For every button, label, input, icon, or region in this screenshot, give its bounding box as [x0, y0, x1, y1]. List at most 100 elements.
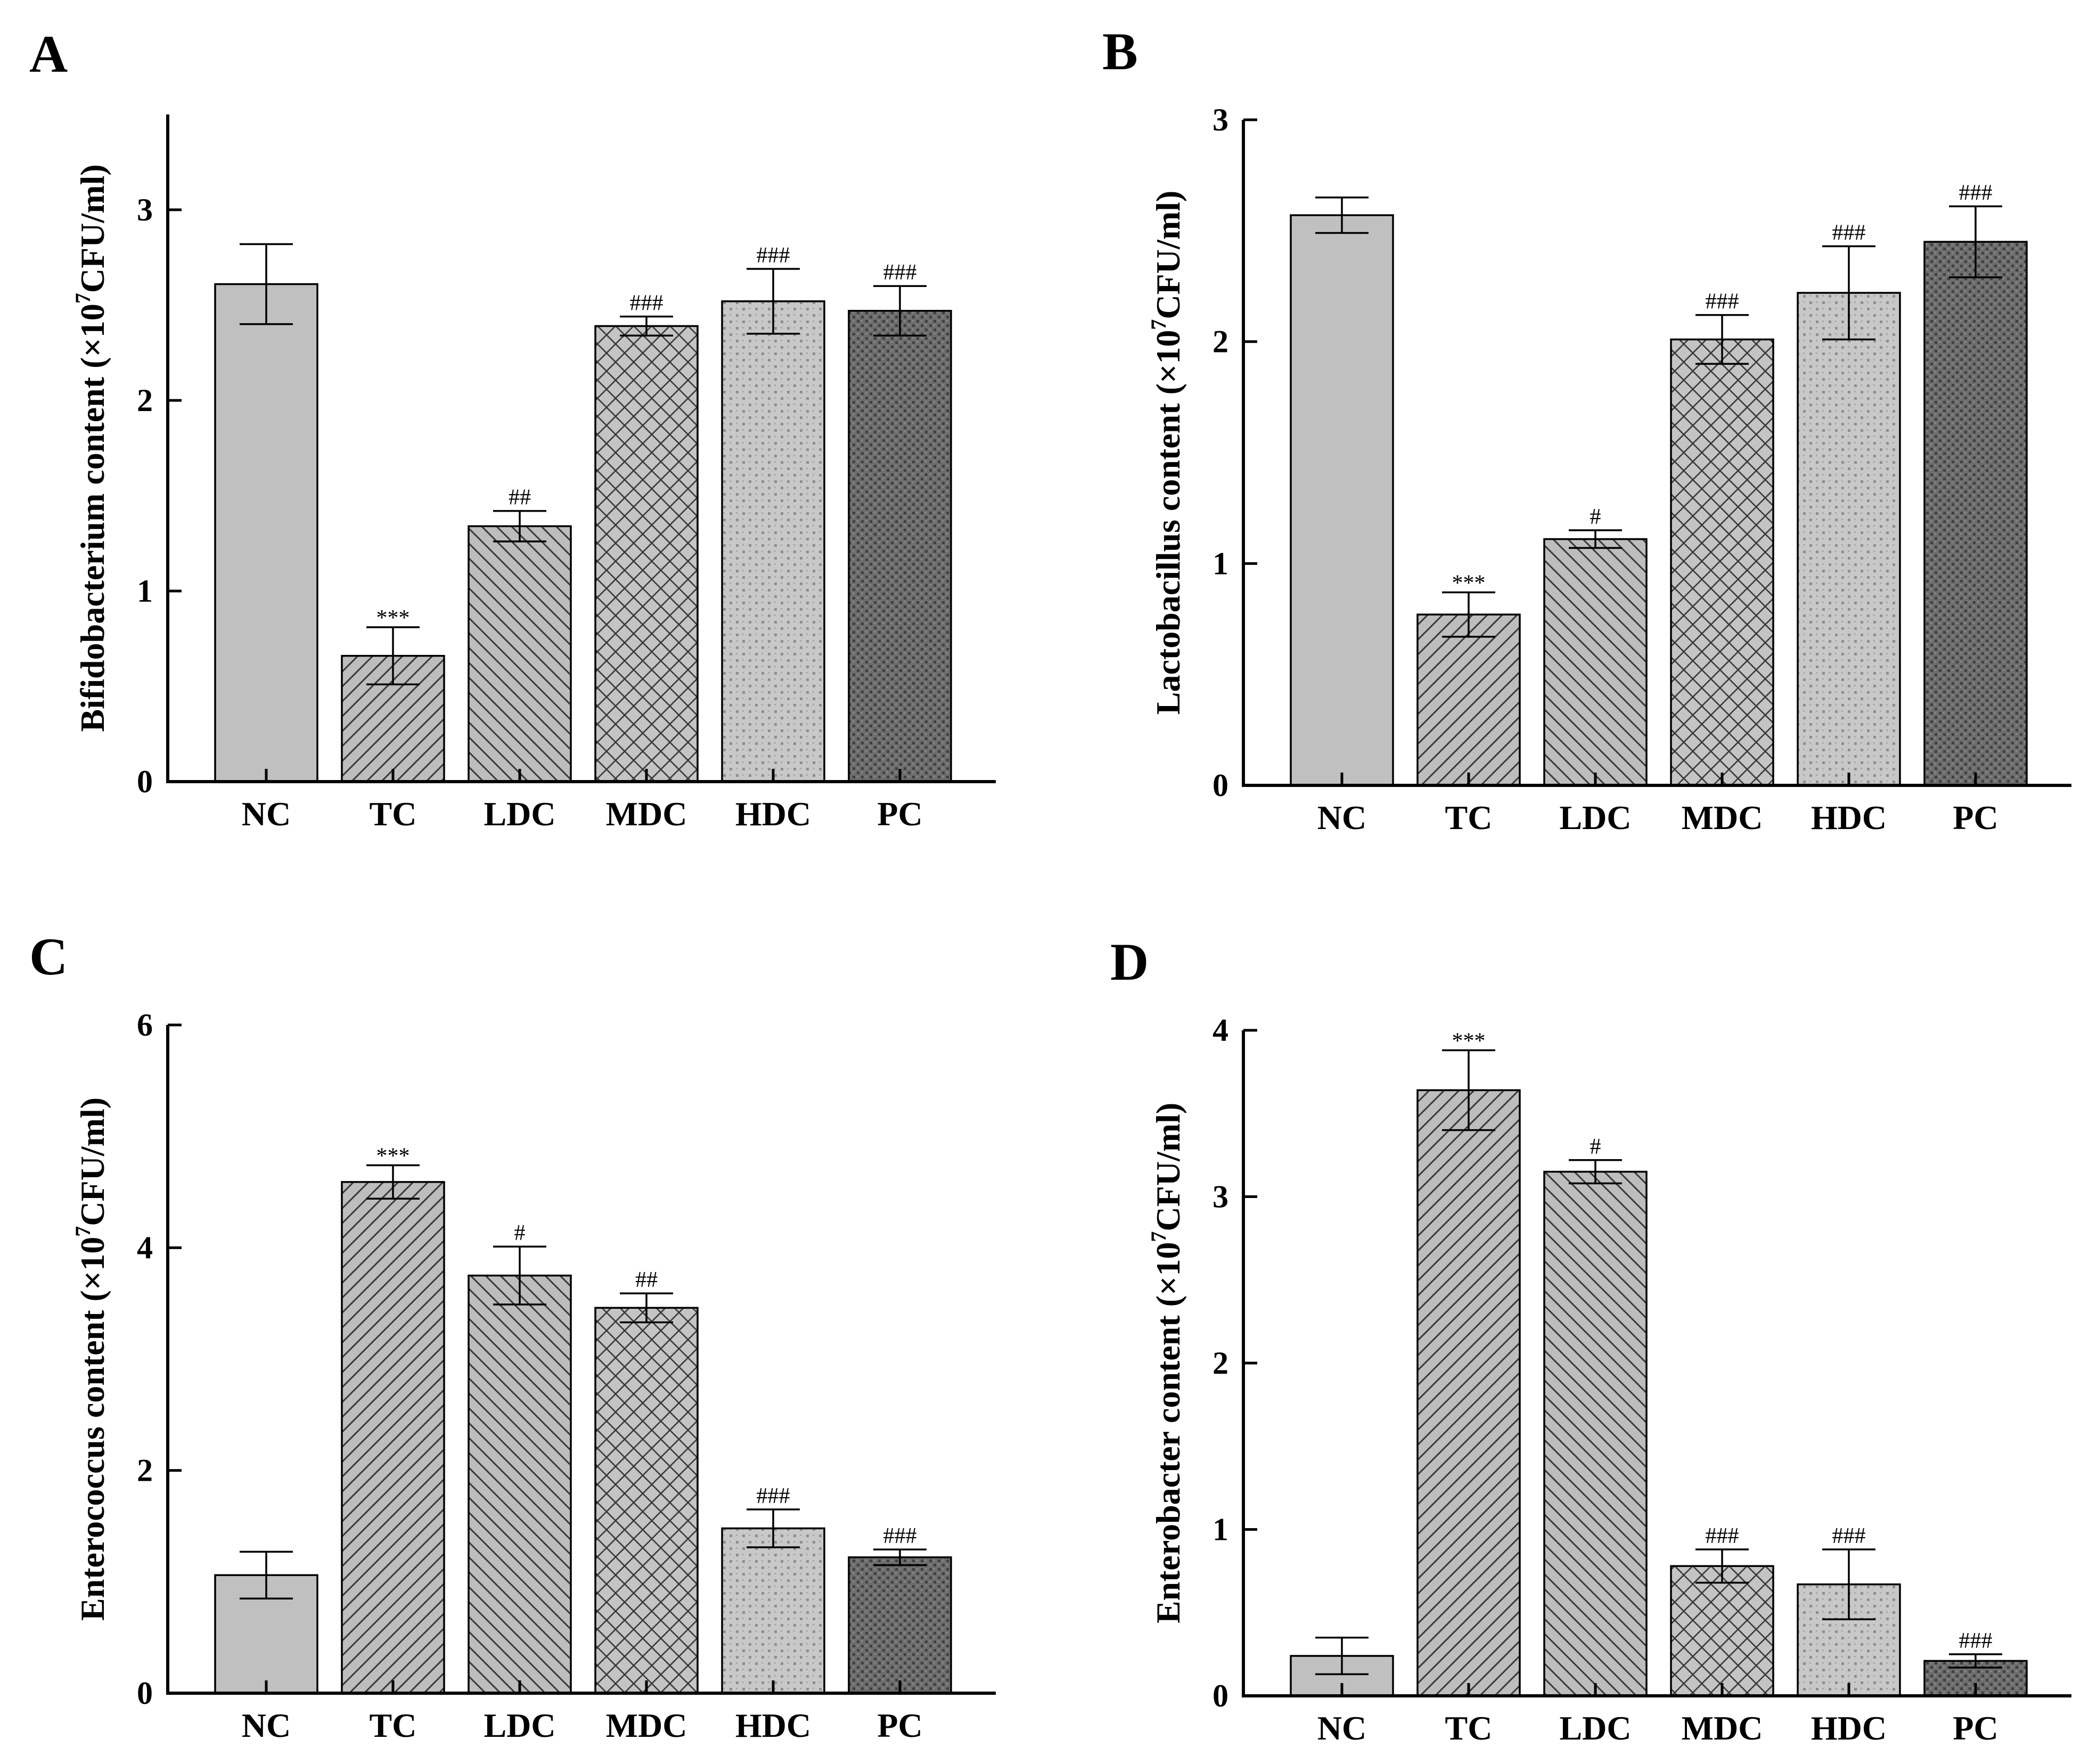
plots: ANC***TC##LDC###MDC###HDC###PC0123Bifido… — [29, 22, 2071, 1747]
x-tick-label-pc: PC — [1953, 1709, 1998, 1747]
significance-tc: *** — [1452, 571, 1486, 596]
y-tick-label: 2 — [137, 383, 153, 418]
y-tick-label: 1 — [137, 573, 153, 609]
significance-hdc: ### — [757, 243, 790, 268]
bar-hdc — [721, 300, 825, 783]
x-tick-label-hdc: HDC — [735, 1706, 811, 1744]
x-tick-label-tc: TC — [1445, 799, 1493, 836]
x-tick-label-nc: NC — [242, 795, 291, 833]
significance-ldc: # — [1590, 1135, 1601, 1159]
bar-nc — [214, 283, 318, 783]
bar-hdc — [721, 1527, 825, 1694]
y-tick-label: 2 — [1213, 1345, 1228, 1381]
significance-tc: *** — [376, 606, 410, 630]
significance-mdc: ### — [1706, 1524, 1739, 1548]
y-axis-label-exponent: 7 — [71, 1226, 95, 1237]
significance-mdc: ### — [1706, 290, 1739, 314]
x-tick-label-nc: NC — [1317, 1709, 1366, 1747]
x-tick-label-mdc: MDC — [606, 795, 687, 833]
bar-mdc — [1670, 338, 1774, 786]
y-axis-label-prefix: Lactobacillus content (×10 — [1149, 330, 1187, 715]
significance-hdc: ### — [1832, 1524, 1866, 1548]
y-tick-label: 0 — [1213, 768, 1228, 803]
y-tick-label: 3 — [1213, 102, 1228, 137]
y-axis-label-suffix: CFU/ml) — [1149, 1103, 1187, 1232]
bar-pc — [848, 309, 952, 783]
significance-hdc: ### — [1832, 221, 1866, 245]
bar-ldc — [468, 525, 572, 783]
bar-mdc — [1670, 1565, 1774, 1697]
y-axis-label: Enterobacter content (×107CFU/ml) — [1146, 1103, 1187, 1623]
bar-ldc — [468, 1274, 572, 1694]
y-tick-label: 0 — [137, 1676, 153, 1711]
significance-ldc: # — [514, 1221, 526, 1245]
x-tick-label-hdc: HDC — [1811, 1709, 1887, 1747]
y-axis-label-prefix: Enterobacter content (×10 — [1149, 1242, 1187, 1624]
x-tick-label-mdc: MDC — [1682, 799, 1763, 836]
x-tick-label-mdc: MDC — [606, 1706, 687, 1744]
x-tick-label-ldc: LDC — [1559, 799, 1631, 836]
y-tick-label: 6 — [137, 1007, 153, 1043]
y-tick-label: 1 — [1213, 546, 1228, 581]
significance-ldc: # — [1590, 505, 1601, 529]
significance-pc: ### — [1959, 1629, 1993, 1653]
bar-pc — [1923, 241, 2028, 786]
x-tick-label-mdc: MDC — [1682, 1709, 1763, 1747]
y-axis-label: Lactobacillus content (×107CFU/ml) — [1146, 191, 1187, 715]
panel-letter: D — [1110, 932, 1149, 991]
panel-letter: B — [1102, 22, 1138, 81]
significance-ldc: ## — [509, 486, 531, 510]
y-axis-label-suffix: CFU/ml) — [1149, 191, 1187, 319]
significance-pc: ### — [883, 260, 917, 285]
significance-mdc: ## — [635, 1268, 658, 1292]
y-tick-label: 1 — [1213, 1512, 1228, 1547]
y-tick-label: 4 — [137, 1230, 153, 1265]
x-tick-label-ldc: LDC — [484, 1706, 555, 1744]
x-tick-label-ldc: LDC — [1559, 1709, 1631, 1747]
significance-mdc: ### — [630, 291, 663, 315]
x-tick-label-hdc: HDC — [1811, 799, 1887, 836]
bar-mdc — [594, 325, 699, 783]
panel-letter: C — [29, 927, 68, 986]
x-tick-label-tc: TC — [370, 1706, 417, 1744]
y-axis-label: Bifidobacterium content (×107CFU/ml) — [71, 164, 111, 732]
bar-mdc — [594, 1307, 699, 1694]
significance-tc: *** — [376, 1144, 410, 1169]
x-tick-label-pc: PC — [877, 795, 922, 833]
y-axis-label-prefix: Enterococcus content (×10 — [73, 1237, 111, 1621]
y-tick-label: 0 — [1213, 1678, 1228, 1713]
significance-hdc: ### — [757, 1484, 790, 1508]
y-axis-label: Enterococcus content (×107CFU/ml) — [71, 1097, 111, 1621]
x-tick-label-pc: PC — [1953, 799, 1998, 836]
x-tick-label-ldc: LDC — [484, 795, 555, 833]
y-axis-label-exponent: 7 — [71, 293, 95, 303]
y-axis-label-suffix: CFU/ml) — [73, 1097, 111, 1226]
bar-hdc — [1797, 292, 1901, 786]
significance-pc: ### — [1959, 181, 1993, 206]
y-axis-label-suffix: CFU/ml) — [73, 164, 111, 293]
y-tick-label: 3 — [1213, 1179, 1228, 1215]
x-tick-label-tc: TC — [1445, 1709, 1493, 1747]
y-axis-label-exponent: 7 — [1146, 319, 1170, 330]
significance-pc: ### — [883, 1524, 917, 1548]
x-tick-label-hdc: HDC — [735, 795, 811, 833]
panel-a: A NC *** TC ## LDC ### MDC ### HDC ### PC 0 1 2 3 Bifido… — [29, 24, 996, 833]
y-tick-label: 2 — [1213, 324, 1228, 359]
bar-nc — [1290, 214, 1394, 786]
y-tick-label: 4 — [1213, 1013, 1228, 1048]
x-tick-label-nc: NC — [242, 1706, 291, 1744]
panel-c: C NC *** TC # LDC ## MDC ### HDC ### PC 0 2 4 6 Enteroco… — [29, 927, 996, 1744]
panel-b: B NC *** TC # LDC ### MDC ### HDC ### PC 0 1 2 3 Lactoba… — [1102, 22, 2071, 836]
bar-ldc — [1543, 1170, 1648, 1697]
y-tick-label: 3 — [137, 192, 153, 227]
significance-tc: *** — [1452, 1029, 1486, 1054]
y-tick-label: 0 — [137, 764, 153, 799]
x-tick-label-tc: TC — [370, 795, 417, 833]
panel-letter: A — [29, 24, 68, 84]
x-tick-label-nc: NC — [1317, 799, 1366, 836]
bar-ldc — [1543, 538, 1648, 786]
bar-tc — [1416, 1089, 1521, 1697]
bar-pc — [848, 1556, 952, 1694]
